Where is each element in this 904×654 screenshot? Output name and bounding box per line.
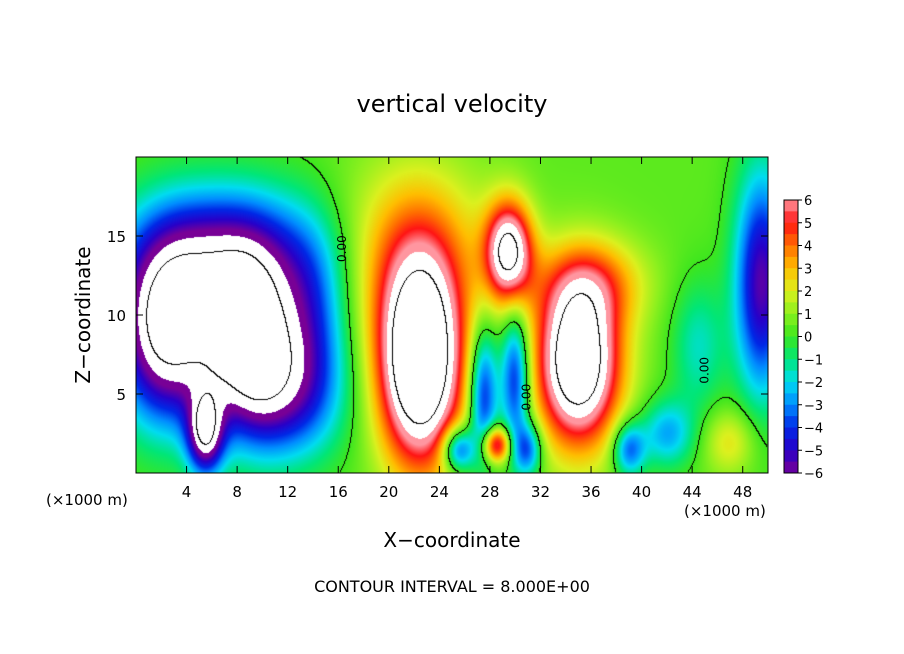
colorbar-cell [784, 359, 798, 372]
x-tick-label: 24 [430, 483, 449, 501]
colorbar-cell [784, 325, 798, 337]
colorbar-cell [784, 234, 798, 246]
y-axis-ticks: 5 10 15 [107, 228, 768, 404]
colorbar-cell [784, 393, 798, 406]
colorbar-cell [784, 336, 798, 349]
chart-title: vertical velocity [357, 90, 548, 118]
y-tick-label: 15 [107, 228, 126, 246]
colorbar-cell [784, 268, 798, 281]
x-tick-label: 4 [182, 483, 192, 501]
colorbar-cell [784, 347, 798, 360]
colorbar-cell [784, 404, 798, 417]
x-axis-label: X−coordinate [383, 528, 520, 552]
x-tick-label: 20 [379, 483, 398, 501]
colorbar-tick-label: 4 [804, 240, 812, 255]
colorbar-tick-label: −1 [804, 353, 823, 368]
x-tick-label: 8 [232, 483, 242, 501]
x-tick-label: 40 [632, 483, 651, 501]
colorbar-cells [784, 200, 798, 474]
x-tick-label: 12 [278, 483, 297, 501]
x-axis-ticks: 4 8 12 16 20 24 28 32 36 40 44 48 [182, 157, 752, 501]
colorbar-labels: 6 5 4 3 2 1 0 −1 −2 −3 −4 −5 −6 [798, 194, 823, 482]
y-tick-label: 5 [116, 386, 126, 404]
colorbar-cell [784, 211, 798, 224]
contour-label: 0.00 [335, 235, 349, 262]
colorbar-tick-label: 1 [804, 308, 812, 323]
colorbar-cell [784, 245, 798, 258]
colorbar-tick-label: −3 [804, 399, 823, 414]
colorbar-cell [784, 279, 798, 292]
colorbar-cell [784, 370, 798, 383]
x-tick-label: 16 [329, 483, 348, 501]
y-tick-label: 10 [107, 307, 126, 325]
colorbar-cell [784, 313, 798, 326]
colorbar-cell [784, 438, 798, 451]
colorbar-cell [784, 222, 798, 235]
colorbar-tick-label: 3 [804, 262, 812, 277]
y-axis-label: Z−coordinate [71, 246, 95, 383]
colorbar-tick-label: 2 [804, 285, 812, 300]
colorbar-cell [784, 291, 798, 303]
x-unit-right: (×1000 m) [684, 502, 766, 520]
colorbar-tick-label: −5 [804, 444, 823, 459]
contour-label: 0.00 [519, 384, 533, 411]
x-tick-label: 36 [581, 483, 600, 501]
colorbar-tick-label: 6 [804, 194, 812, 209]
x-unit-left: (×1000 m) [46, 491, 128, 509]
colorbar-tick-label: 5 [804, 217, 812, 232]
contour-labels: 0.00 0.00 0.00 [335, 235, 712, 410]
plot-area: 0.00 0.00 0.00 [135, 156, 769, 474]
colorbar-tick-label: −4 [804, 422, 823, 437]
colorbar-cell [784, 302, 798, 315]
colorbar-cell [784, 200, 798, 212]
colorbar-tick-label: −6 [804, 467, 823, 482]
colorbar-cell [784, 427, 798, 440]
contour-interval-note: CONTOUR INTERVAL = 8.000E+00 [314, 577, 590, 596]
colorbar-cell [784, 416, 798, 428]
contour-label: 0.00 [698, 357, 712, 384]
x-tick-label: 48 [733, 483, 752, 501]
heatmap-field [136, 157, 768, 473]
colorbar-cell [784, 256, 798, 269]
colorbar-cell [784, 382, 798, 394]
colorbar-cell [784, 450, 798, 463]
colorbar: 6 5 4 3 2 1 0 −1 −2 −3 −4 −5 −6 [783, 194, 823, 482]
x-tick-label: 28 [480, 483, 499, 501]
colorbar-tick-label: 0 [804, 331, 812, 346]
colorbar-cell [784, 461, 798, 474]
x-tick-label: 44 [683, 483, 702, 501]
x-tick-label: 32 [531, 483, 550, 501]
colorbar-tick-label: −2 [804, 376, 823, 391]
